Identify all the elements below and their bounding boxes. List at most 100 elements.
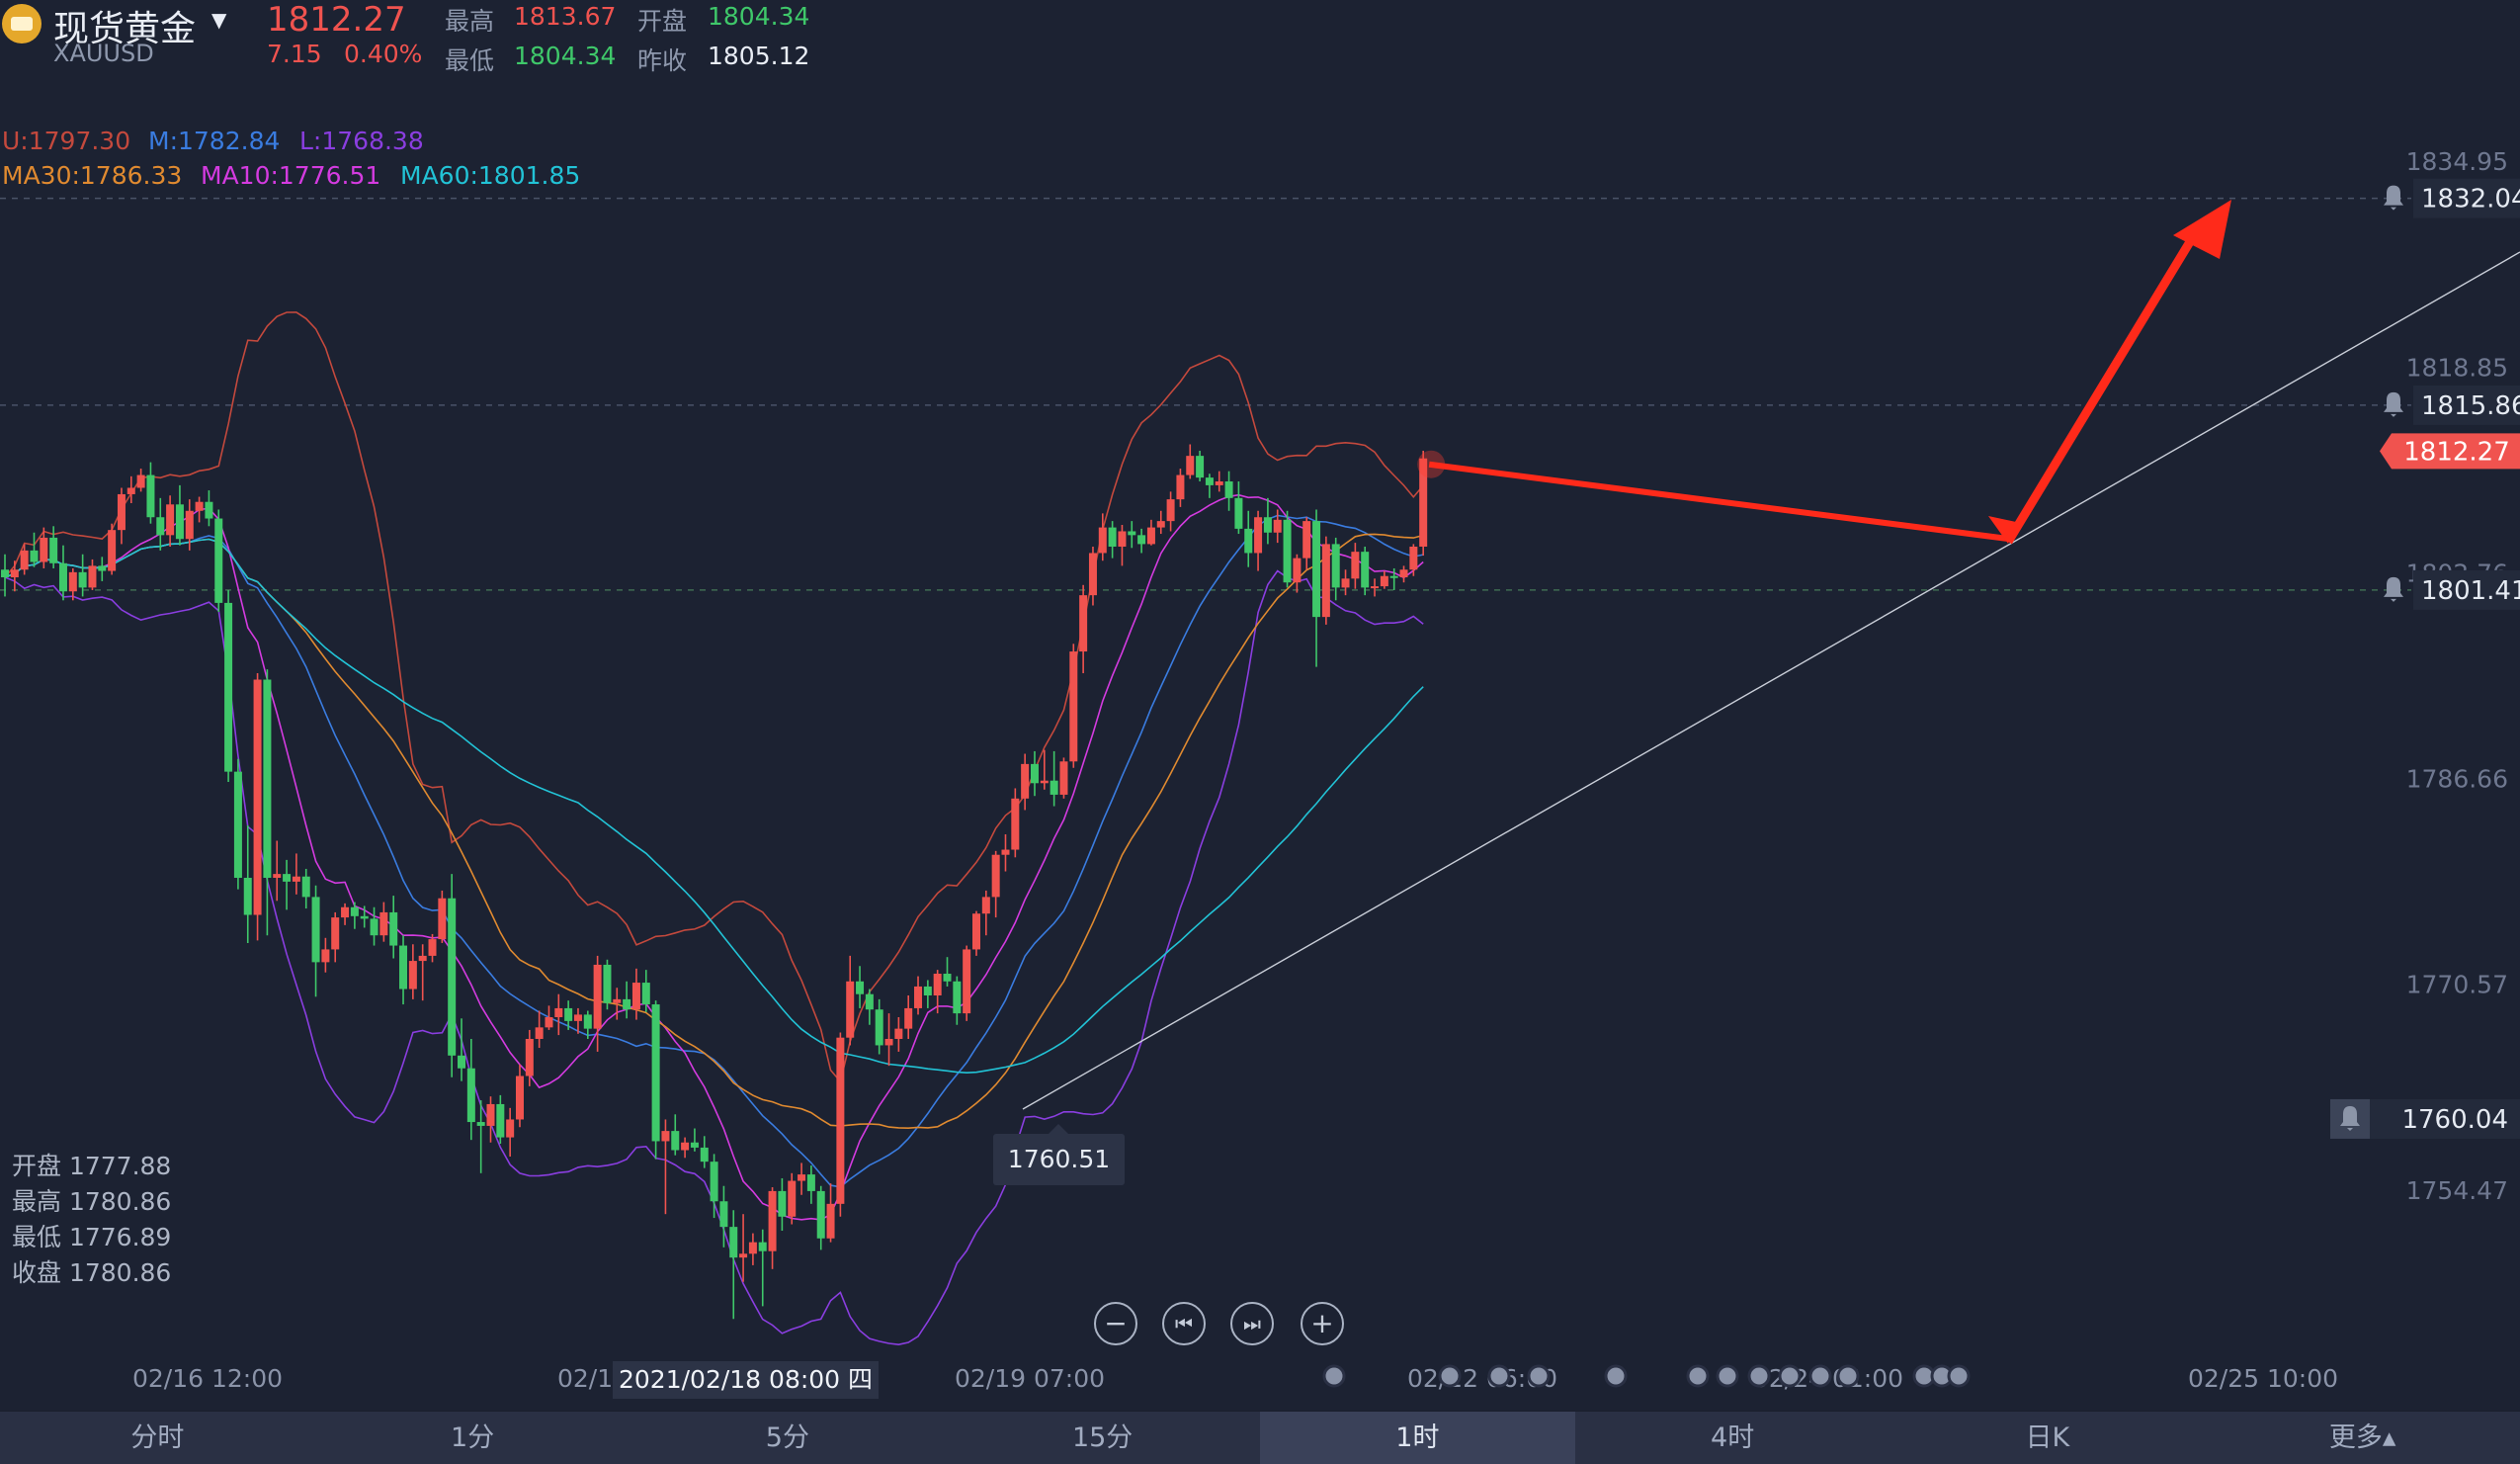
candle <box>933 970 942 1014</box>
zoom-out-button[interactable]: − <box>1094 1302 1137 1345</box>
candle <box>865 989 874 1025</box>
candle-body <box>243 878 252 915</box>
candle-body <box>554 1007 563 1017</box>
current-price-tag: 1812.27 <box>2380 433 2520 470</box>
candle-body <box>1205 477 1214 485</box>
candle <box>856 966 865 1008</box>
prev-button[interactable]: ⏮ <box>1162 1302 1206 1345</box>
event-marker <box>1527 1364 1551 1388</box>
candle <box>117 487 126 545</box>
candle <box>1001 834 1010 872</box>
bell-icon <box>2384 185 2403 211</box>
cursor-close: 收盘 1780.86 <box>12 1258 172 1287</box>
event-marker <box>1716 1364 1739 1388</box>
x-tick-label: 02/19 07:00 <box>955 1364 1105 1393</box>
cursor-open: 开盘 1777.88 <box>12 1152 172 1180</box>
event-marker <box>1947 1364 1971 1388</box>
candle <box>816 1185 825 1250</box>
candle-body <box>806 1174 815 1191</box>
price-change: 7.15 <box>267 40 322 68</box>
zoom-in-button[interactable]: + <box>1301 1302 1344 1345</box>
tab-5min[interactable]: 5分 <box>765 1422 809 1453</box>
candle-body <box>1389 575 1398 578</box>
candle-body <box>1331 544 1340 588</box>
candle-body <box>943 974 952 982</box>
candle <box>1273 509 1282 544</box>
candle-body <box>486 1103 495 1126</box>
candle <box>1351 543 1360 589</box>
tab-1hour[interactable]: 1时 <box>1260 1412 1575 1464</box>
candle-body <box>506 1119 515 1138</box>
candle-body <box>273 874 282 879</box>
candle-body <box>1321 544 1330 618</box>
candle-body <box>564 1007 573 1021</box>
candle-body <box>778 1190 787 1217</box>
candle-body <box>545 1016 553 1028</box>
candle <box>700 1136 709 1168</box>
candle-body <box>10 569 19 578</box>
candle-body <box>1293 558 1302 583</box>
candle <box>78 554 87 597</box>
candle <box>710 1154 718 1219</box>
candle <box>1 554 9 597</box>
candle <box>418 944 427 1001</box>
next-button[interactable]: ⏭ <box>1230 1302 1274 1345</box>
candle-body <box>224 602 233 772</box>
boll-mid-legend: M:1782.84 <box>148 127 281 155</box>
candle-body <box>458 1055 466 1069</box>
tab-more[interactable]: 更多▴ <box>2328 1422 2396 1453</box>
candle <box>953 976 962 1025</box>
candle <box>399 935 408 1005</box>
candle <box>1380 570 1388 589</box>
candle <box>1128 521 1136 549</box>
candle <box>564 1000 573 1030</box>
y-tick-label: 1834.95 <box>2406 147 2508 176</box>
alert-bg <box>2413 178 2520 218</box>
candle <box>243 824 252 943</box>
tab-time-share[interactable]: 分时 <box>130 1422 185 1453</box>
candle <box>525 1029 534 1086</box>
candle-body <box>535 1027 544 1039</box>
candle <box>778 1177 787 1232</box>
candle-body <box>1419 458 1428 547</box>
candle-body <box>146 474 155 518</box>
candle <box>1059 757 1068 799</box>
ma30-legend: MA30:1786.33 <box>2 161 183 190</box>
dropdown-caret-icon[interactable]: ▼ <box>211 8 227 32</box>
candle-body <box>1050 780 1058 795</box>
low-price-marker: 1760.51 <box>993 1124 1125 1185</box>
candle <box>1011 788 1020 858</box>
candle <box>1021 753 1030 811</box>
candle <box>573 1007 582 1034</box>
candle <box>681 1137 690 1159</box>
candle <box>233 758 242 890</box>
instrument-name[interactable]: 现货黄金 <box>53 9 197 49</box>
low-marker-value: 1760.51 <box>1007 1145 1111 1173</box>
candle <box>136 469 145 492</box>
tab-1min[interactable]: 1分 <box>451 1422 495 1453</box>
candle <box>836 1032 845 1217</box>
candle <box>719 1185 728 1248</box>
candle-body <box>1380 575 1388 587</box>
tab-15min[interactable]: 15分 <box>1071 1422 1134 1453</box>
support-trendline <box>1022 251 2520 1110</box>
candle <box>641 970 650 1012</box>
candle-body <box>185 510 194 540</box>
boll-upper-legend: U:1797.30 <box>2 127 131 155</box>
candle <box>923 980 932 1008</box>
candle-body <box>1399 569 1408 578</box>
candle-body <box>283 874 292 882</box>
candle-body <box>719 1201 728 1228</box>
candle <box>768 1187 777 1269</box>
candle-body <box>846 981 855 1038</box>
period-tabs: 分时 1分 5分 15分 1时 4时 日K 更多▴ <box>0 1411 2520 1464</box>
candle-body <box>631 983 640 1010</box>
candle-body <box>623 998 631 1010</box>
candle <box>68 567 77 601</box>
candle <box>360 905 369 928</box>
price-alert: 1815.86 <box>2384 385 2520 425</box>
candle <box>311 885 320 997</box>
tab-daily[interactable]: 日K <box>2025 1422 2070 1453</box>
tab-4hour[interactable]: 4时 <box>1711 1422 1755 1453</box>
